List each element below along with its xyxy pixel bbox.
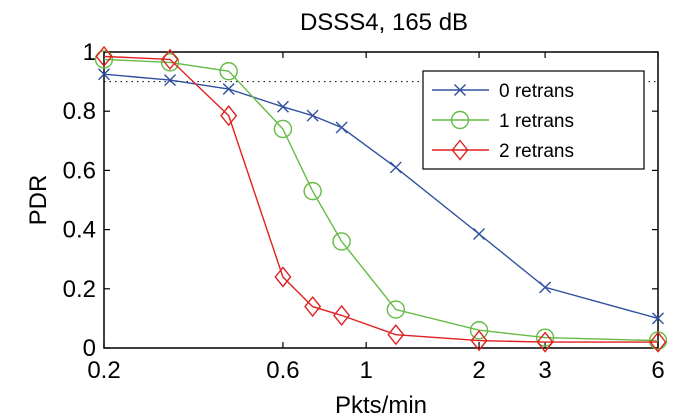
data-point <box>386 300 406 319</box>
legend: 0 retrans 1 retrans 2 retrans <box>422 70 645 170</box>
x-tick-label: 2 <box>472 357 485 384</box>
series-2 <box>95 45 667 353</box>
series-0 <box>98 68 664 325</box>
data-point <box>389 161 402 174</box>
data-point <box>536 331 554 353</box>
series-line <box>103 73 659 320</box>
legend-swatch-marker <box>450 110 470 130</box>
legend-label: 1 retrans <box>499 111 574 132</box>
series-1 <box>94 50 668 350</box>
x-tick-label: 3 <box>538 357 551 384</box>
y-axis: 0 0.2 0.4 0.6 0.8 1 <box>63 39 658 362</box>
x-tick-label: 0.6 <box>266 357 299 384</box>
data-point <box>652 312 664 325</box>
data-point <box>94 50 114 69</box>
series-line <box>103 55 658 343</box>
data-point <box>222 83 235 95</box>
y-tick-label: 0.2 <box>63 276 96 303</box>
data-point <box>219 62 238 81</box>
data-point <box>473 228 486 241</box>
data-point <box>304 295 322 318</box>
series-line <box>103 58 659 342</box>
data-point <box>535 328 555 347</box>
data-point <box>332 232 351 251</box>
data-point <box>274 266 292 288</box>
data-point <box>649 331 667 353</box>
data-point <box>470 329 488 352</box>
legend-swatch-marker <box>454 84 466 96</box>
data-point <box>469 321 489 340</box>
x-axis-label: Pkts/min <box>335 392 427 419</box>
x-tick-label: 1 <box>359 357 372 384</box>
chart-title: DSSS4, 165 dB <box>300 9 468 36</box>
data-point <box>95 45 113 68</box>
data-point <box>160 53 180 72</box>
data-point <box>276 100 289 113</box>
data-point <box>164 74 177 87</box>
y-tick-label: 0 <box>83 335 96 362</box>
y-tick-label: 0.6 <box>63 157 96 184</box>
data-point <box>273 119 293 139</box>
x-axis: 0.2 0.6 1 2 3 6 <box>87 52 665 384</box>
data-point <box>333 304 351 327</box>
y-tick-label: 0.4 <box>63 217 96 244</box>
data-point <box>161 48 179 71</box>
x-tick-label: 6 <box>651 357 664 384</box>
data-point <box>387 324 405 346</box>
data-point <box>539 281 552 294</box>
legend-label: 2 retrans <box>499 141 574 162</box>
legend-swatch-marker <box>451 139 469 161</box>
x-tick-label: 0.2 <box>87 357 120 384</box>
series-layer <box>94 45 668 353</box>
data-point <box>306 109 319 122</box>
data-point <box>98 68 110 81</box>
data-point <box>303 181 322 201</box>
y-axis-label: PDR <box>25 175 52 226</box>
y-tick-label: 1 <box>83 39 96 66</box>
data-point <box>335 121 348 134</box>
legend-label: 0 retrans <box>499 81 574 102</box>
data-point <box>220 105 238 127</box>
y-tick-label: 0.8 <box>63 98 96 125</box>
